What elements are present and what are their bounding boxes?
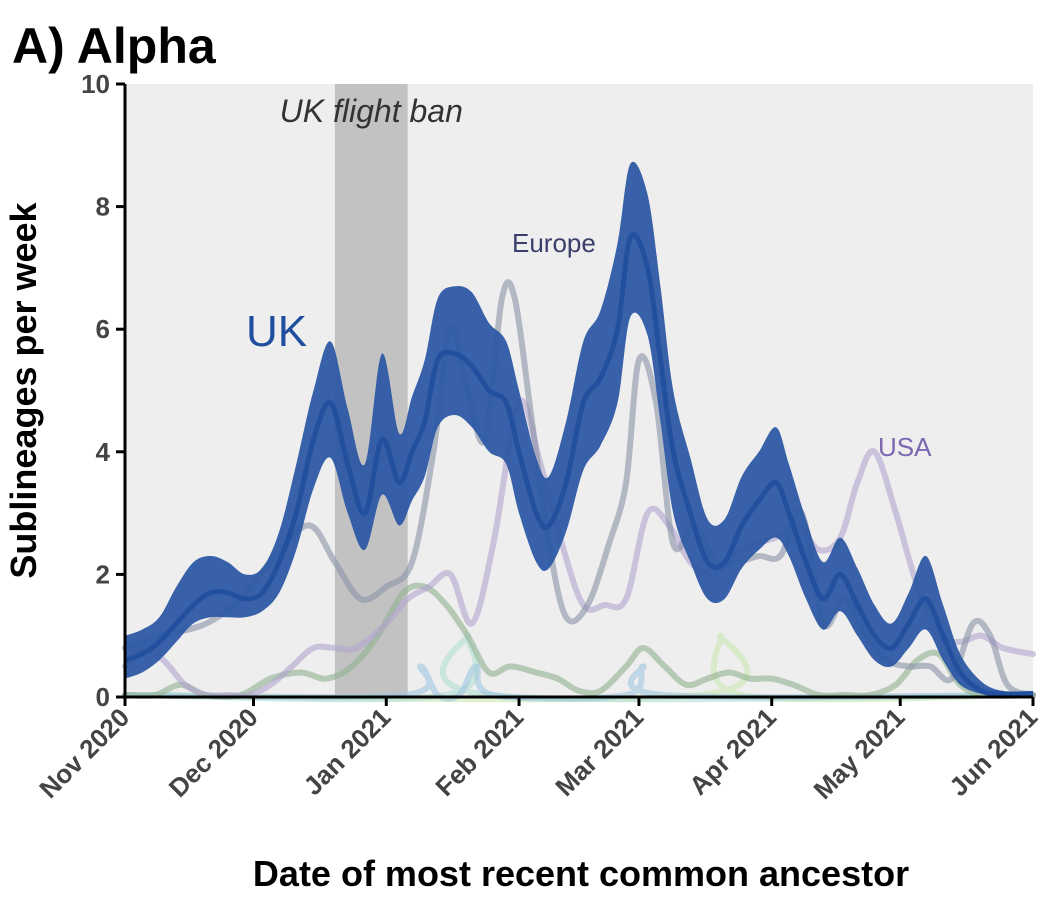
x-tick-label: Jan 2021 [298, 702, 397, 801]
x-tick-label: Feb 2021 [429, 702, 529, 802]
x-tick-label: Dec 2020 [163, 702, 264, 803]
series-label-uk: UK [246, 307, 307, 356]
y-tick-label: 6 [96, 314, 110, 344]
y-axis-label: Sublineages per week [3, 201, 44, 578]
series-line-unlabeled-3 [122, 582, 1036, 700]
x-tick-label: Apr 2021 [683, 702, 782, 801]
series-line-uk [124, 232, 1034, 697]
x-tick-label: May 2021 [807, 702, 910, 805]
y-tick-label: 4 [96, 437, 111, 467]
series-layer [122, 161, 1036, 703]
series-label-layer: UK Europe USA [246, 228, 932, 462]
y-tick-label: 10 [81, 69, 110, 99]
x-tick-label: Jun 2021 [943, 702, 1043, 802]
x-tick-label: Nov 2020 [33, 702, 135, 804]
flight-ban-label: UK flight ban [280, 93, 463, 129]
y-tick-label: 8 [96, 192, 110, 222]
series-line-usa [122, 397, 1036, 699]
chart-title: A) Alpha [12, 18, 217, 74]
series-line-unlabeled-4 [122, 663, 1036, 702]
x-tick-label: Mar 2021 [549, 702, 649, 802]
y-tick-label: 0 [96, 682, 110, 712]
series-label-usa: USA [878, 432, 932, 462]
y-tick-label: 2 [96, 559, 110, 589]
series-label-europe: Europe [512, 228, 596, 258]
x-axis-label: Date of most recent common ancestor [253, 853, 909, 894]
